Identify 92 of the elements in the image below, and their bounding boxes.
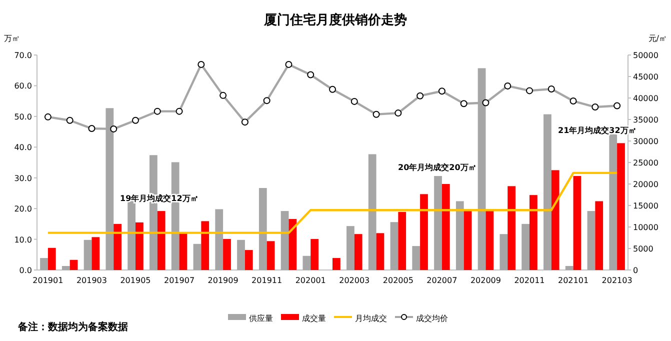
bar (456, 201, 464, 270)
bar (346, 226, 354, 270)
bar (500, 234, 508, 270)
x-tick-label: 202101 (558, 276, 589, 285)
bar (193, 244, 202, 270)
x-tick-label: 202001 (295, 276, 326, 285)
bar (237, 240, 245, 270)
y2-tick-label: 0 (633, 266, 638, 275)
y2-tick-label: 45000 (633, 72, 658, 82)
bar (522, 224, 530, 270)
legend-label: 月均成交 (355, 314, 387, 323)
bar (544, 114, 552, 270)
y-tick-label: 40.0 (14, 143, 32, 152)
x-tick-label: 202005 (382, 276, 414, 285)
bar (302, 256, 311, 270)
bar (412, 246, 420, 270)
bar (354, 234, 362, 270)
annotation: 21年月均成交32万㎡ (558, 125, 636, 135)
bar (280, 211, 289, 270)
bar (62, 266, 70, 270)
x-tick-label: 201907 (164, 276, 195, 285)
bar (244, 250, 253, 270)
y-tick-label: 10.0 (14, 235, 32, 244)
bar (617, 143, 625, 270)
bar (215, 209, 224, 270)
bar (332, 258, 340, 270)
y2-tick-label: 5000 (633, 244, 654, 254)
x-tick-label: 201901 (32, 276, 64, 285)
x-tick-label: 201909 (208, 276, 238, 285)
bar (40, 258, 48, 270)
bar (223, 238, 231, 270)
bar (551, 170, 560, 270)
y2-tick-label: 40000 (633, 94, 658, 103)
bar (565, 266, 574, 270)
bar (420, 194, 428, 270)
y-tick-label: 0.0 (19, 266, 32, 275)
bar (136, 222, 144, 270)
y2-tick-label: 35000 (633, 116, 658, 124)
bar (48, 248, 56, 270)
x-tick-label: 201911 (252, 276, 282, 285)
annotation: 19年月均成交12万㎡ (120, 193, 198, 203)
x-tick-label: 202103 (602, 276, 632, 285)
bar (508, 186, 516, 270)
legend-label: 成交均价 (416, 314, 448, 323)
bar (70, 260, 78, 270)
y2-tick-label: 25000 (633, 158, 658, 168)
bar (434, 176, 442, 270)
bar (92, 237, 100, 270)
bar (114, 224, 122, 270)
bar (376, 233, 384, 270)
bar (390, 222, 398, 270)
y-tick-label: 20.0 (14, 204, 32, 214)
y-tick-label: 70.0 (14, 51, 32, 60)
bar (368, 154, 376, 270)
y2-tick-label: 30000 (633, 137, 658, 146)
bar (84, 240, 92, 270)
chart-title: 厦门住宅月度供销价走势 (263, 12, 407, 28)
y2-tick-label: 15000 (633, 202, 658, 210)
bar (157, 211, 166, 270)
bar (288, 219, 297, 270)
text: 备注：数据均为备案数据 (17, 321, 128, 333)
bar (398, 212, 406, 270)
x-tick-label: 201903 (76, 276, 107, 285)
bar (258, 188, 267, 270)
y2-axis-title: 元/㎡ (648, 34, 667, 43)
bar (530, 195, 538, 270)
y-tick-label: 30.0 (14, 174, 32, 183)
y-tick-label: 50.0 (14, 112, 32, 122)
y2-tick-label: 10000 (633, 223, 658, 232)
bar (573, 176, 582, 270)
y-tick-label: 60.0 (14, 82, 32, 91)
bar (310, 238, 318, 270)
y-axis-title: 万㎡ (4, 34, 20, 43)
legend-label: 成交量 (302, 314, 326, 323)
x-tick-label: 202009 (470, 276, 501, 285)
bar (464, 210, 472, 270)
bar (587, 211, 596, 270)
x-tick-label: 202011 (514, 276, 545, 285)
y2-tick-label: 20000 (633, 180, 658, 189)
x-tick-label: 201905 (120, 276, 151, 285)
bar (442, 184, 450, 270)
bar (609, 134, 618, 270)
bar (179, 232, 188, 270)
bar (266, 241, 275, 270)
legend-label: 供应量 (249, 314, 273, 323)
bar (201, 221, 210, 270)
x-tick-label: 202007 (426, 276, 458, 285)
annotation: 20年月均成交20万㎡ (398, 162, 476, 172)
x-tick-label: 202003 (339, 276, 370, 285)
bar (595, 201, 604, 270)
bar (486, 210, 494, 270)
y2-tick-label: 50000 (633, 51, 658, 60)
